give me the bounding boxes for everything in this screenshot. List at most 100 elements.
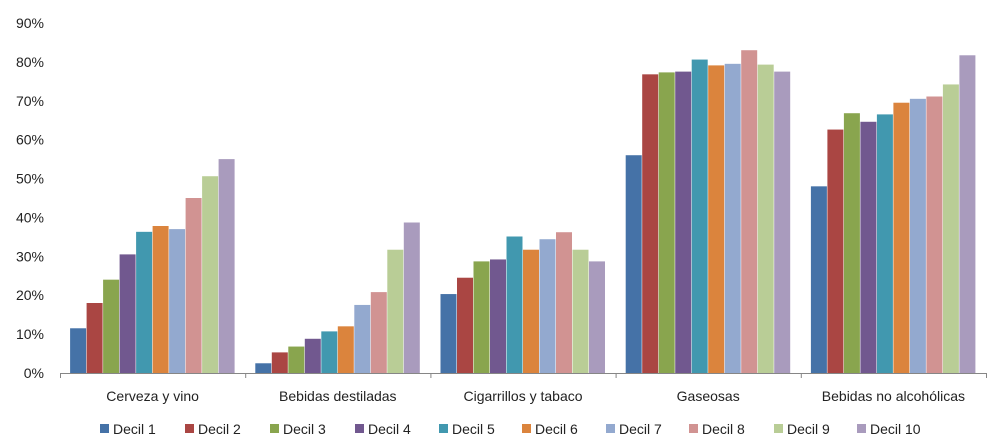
bar (539, 239, 556, 373)
bar (403, 222, 420, 373)
bar (523, 249, 539, 373)
x-axis: Cerveza y vino Bebidas destiladas Cigarril… (60, 373, 987, 404)
bar (103, 279, 120, 373)
legend-label: Decil 10 (870, 421, 921, 437)
bar (119, 254, 136, 373)
bar (473, 261, 490, 373)
y-tick-label: 40% (16, 209, 44, 225)
bar (741, 50, 758, 373)
legend-label: Decil 9 (787, 421, 830, 437)
y-tick-label: 0% (24, 365, 44, 381)
bar (136, 231, 153, 373)
y-tick-label: 90% (16, 15, 44, 31)
bar (202, 176, 219, 373)
legend-swatch (355, 424, 364, 433)
bar (440, 294, 457, 373)
y-tick-label: 80% (16, 54, 44, 70)
bar (506, 236, 523, 373)
bar (337, 326, 354, 373)
x-tick-label: Cigarrillos y tabaco (463, 388, 582, 404)
bar (86, 303, 103, 373)
x-tick-label: Bebidas no alcohólicas (822, 388, 965, 404)
bar (556, 232, 572, 373)
y-tick-label: 30% (16, 248, 44, 264)
legend-label: Decil 2 (198, 421, 241, 437)
bar (827, 129, 844, 373)
legend-item: Decil 2 (185, 421, 241, 437)
bar (271, 352, 288, 373)
legend-item: Decil 8 (689, 421, 745, 437)
legend-swatch (774, 424, 783, 433)
y-axis: 0% 10% 20% 30% 40% 50% 60% 70% 80% 90% (16, 15, 44, 381)
bar (304, 338, 321, 373)
legend-swatch (439, 424, 448, 433)
bar (490, 259, 506, 373)
y-tick-label: 60% (16, 132, 44, 148)
legend-item: Decil 9 (774, 421, 830, 437)
legend-label: Decil 5 (452, 421, 495, 437)
legend-swatch (100, 424, 109, 433)
bar (942, 84, 959, 373)
legend-item: Decil 3 (270, 421, 326, 437)
x-tick-label: Cerveza y vino (106, 388, 199, 404)
legend-item: Decil 1 (100, 421, 156, 437)
y-tick-label: 20% (16, 287, 44, 303)
bar (255, 363, 272, 373)
legend-label: Decil 7 (619, 421, 662, 437)
bar (876, 114, 893, 373)
bar (843, 113, 860, 373)
bar (387, 249, 404, 373)
bar (218, 159, 235, 373)
bar (675, 71, 692, 374)
bar (691, 59, 708, 374)
legend-item: Decil 6 (522, 421, 578, 437)
legend-swatch (185, 424, 194, 433)
bar (909, 98, 926, 373)
bar (642, 74, 659, 373)
legend-label: Decil 4 (368, 421, 411, 437)
bar (185, 198, 202, 373)
legend-label: Decil 6 (535, 421, 578, 437)
y-tick-label: 10% (16, 326, 44, 342)
bar (959, 55, 976, 373)
legend-swatch (606, 424, 615, 433)
bar (810, 186, 827, 373)
legend-label: Decil 3 (283, 421, 326, 437)
bar (724, 63, 741, 373)
bar (625, 155, 642, 373)
bar (321, 331, 338, 373)
bar (860, 121, 877, 373)
bars (70, 50, 976, 374)
bar (152, 226, 169, 373)
legend-swatch (689, 424, 698, 433)
bar (926, 96, 943, 373)
bar (354, 304, 371, 373)
y-tick-label: 50% (16, 171, 44, 187)
bar (774, 71, 791, 374)
bar (370, 292, 387, 373)
bar (589, 261, 605, 373)
legend-item: Decil 7 (606, 421, 662, 437)
bar (457, 277, 473, 373)
legend: Decil 1 Decil 2 Decil 3 Decil 4 Decil 5 Decil… (100, 421, 921, 437)
legend-swatch (522, 424, 531, 433)
x-tick-label: Gaseosas (677, 388, 740, 404)
legend-swatch (857, 424, 866, 433)
legend-swatch (270, 424, 279, 433)
bar (288, 346, 305, 373)
bar (757, 64, 774, 374)
bar (572, 249, 589, 373)
legend-item: Decil 4 (355, 421, 411, 437)
x-tick-label: Bebidas destiladas (279, 388, 397, 404)
bar (70, 328, 87, 373)
bar (708, 65, 725, 373)
legend-label: Decil 1 (113, 421, 156, 437)
legend-item: Decil 10 (857, 421, 921, 437)
legend-label: Decil 8 (702, 421, 745, 437)
bar (658, 72, 675, 373)
bar (169, 229, 186, 373)
legend-item: Decil 5 (439, 421, 495, 437)
y-tick-label: 70% (16, 93, 44, 109)
bar (893, 102, 910, 373)
